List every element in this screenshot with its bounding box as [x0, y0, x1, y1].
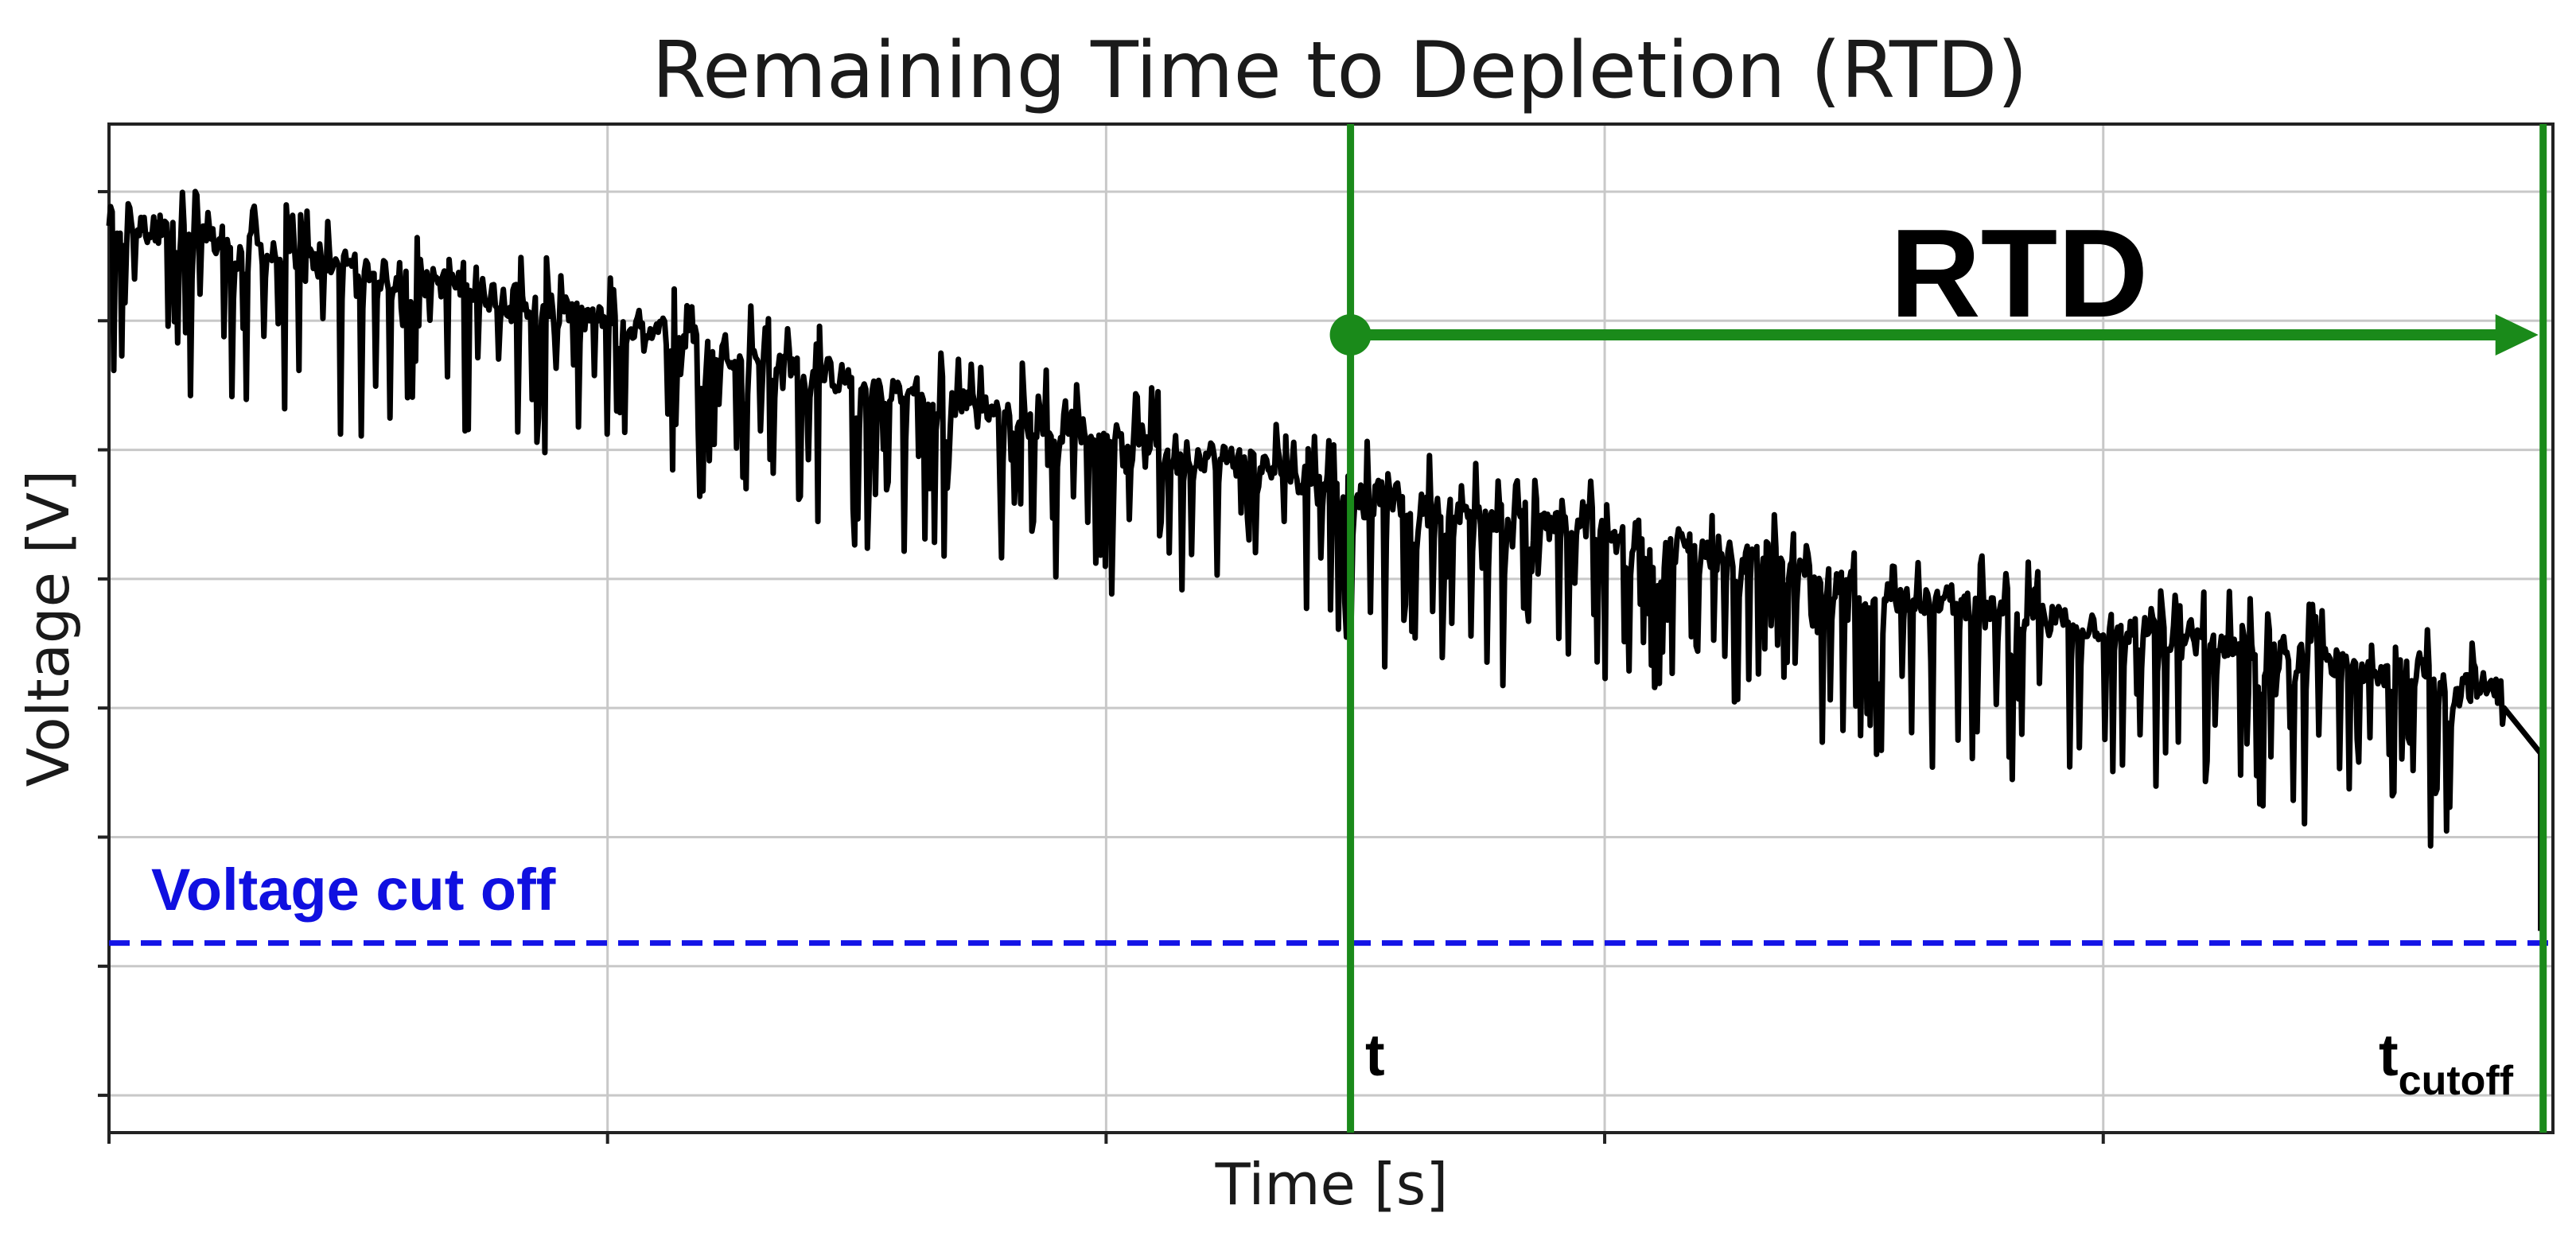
rtd-arrow-start-dot [1329, 314, 1372, 356]
t-cutoff-subscript: cutoff [2399, 1058, 2514, 1104]
plot-frame [107, 122, 2555, 1134]
rtd-arrow-head [2495, 314, 2539, 356]
voltage-line [106, 189, 2544, 931]
y-axis-label: Voltage [V] [15, 470, 82, 787]
x-axis-label: Time [s] [1215, 1151, 1449, 1218]
chart-title: Remaining Time to Depletion (RTD) [652, 25, 2027, 116]
t-cutoff-base: t [2379, 1022, 2399, 1088]
tick-marks [98, 189, 2105, 1144]
t-label: t [1365, 1022, 1385, 1088]
voltage-series [106, 189, 2544, 931]
t-cutoff-label: tcutoff [2379, 1022, 2514, 1104]
cutoff-label: Voltage cut off [151, 857, 556, 923]
rtd-label: RTD [1890, 204, 2149, 344]
